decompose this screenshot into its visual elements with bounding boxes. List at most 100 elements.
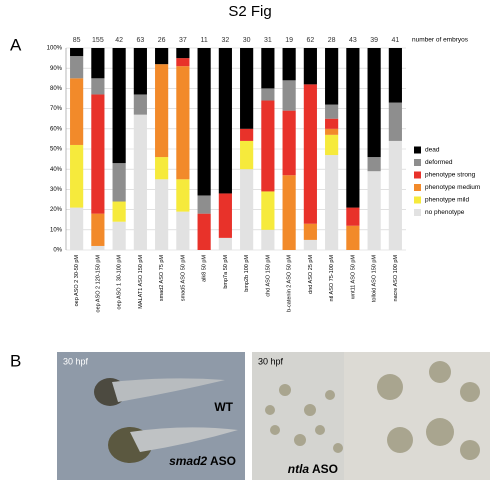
stage-label: 30 hpf: [258, 356, 284, 366]
legend-swatch: [414, 184, 421, 191]
bar-segment: [218, 193, 232, 238]
bar-segment: [197, 48, 211, 196]
bar-segment: [303, 223, 317, 240]
legend-label: deformed: [425, 159, 453, 166]
bar-segment: [346, 48, 360, 208]
bar-segment: [282, 48, 296, 81]
photo-label: WT: [214, 400, 233, 414]
y-tick-label: 30%: [50, 187, 63, 193]
legend-label: phenotype medium: [425, 184, 480, 191]
x-tick-label: smad2 ASO 75 pM: [159, 255, 165, 302]
x-tick-label: dnd ASO 25 pM: [308, 255, 314, 294]
x-tick-label: oep ASO 2 30-50 pM: [74, 255, 80, 307]
bar-segment: [261, 48, 275, 89]
legend-swatch: [414, 196, 421, 204]
bar-segment: [282, 175, 296, 250]
bar-segment: [70, 144, 84, 208]
x-tick-label: oep ASO 1 30-100 pM: [117, 255, 123, 310]
bar-segment: [176, 66, 190, 180]
bar-segment: [133, 114, 147, 250]
bar-segment: [240, 140, 254, 170]
bar-segment: [91, 48, 105, 79]
embryo-count: 41: [391, 37, 399, 44]
bar-segment: [261, 229, 275, 250]
legend-swatch: [414, 171, 421, 179]
counts-label: number of embryos: [412, 37, 469, 44]
bar-segment: [133, 94, 147, 115]
embryo-count: 28: [328, 37, 336, 44]
y-tick-label: 90%: [50, 66, 63, 72]
legend-label: phenotype strong: [425, 172, 476, 179]
photo-right: 30 hpf ntla ASO: [252, 352, 490, 480]
legend-label: dead: [425, 147, 440, 154]
bar-segment: [282, 110, 296, 176]
y-tick-label: 70%: [50, 106, 63, 112]
stage-label: 30 hpf: [63, 356, 89, 366]
bar-segment: [218, 237, 232, 250]
x-tick-label: alk8 50 pM: [202, 255, 208, 282]
bar-segment: [155, 179, 169, 250]
figure-title: S2 Fig: [228, 3, 271, 20]
bar-segment: [155, 64, 169, 158]
bar-segment: [112, 221, 126, 250]
x-tick-label: chd ASO 150 pM: [265, 255, 271, 297]
photo-label: ntla ASO: [288, 462, 338, 476]
x-tick-label: nacre ASO 100 pM: [393, 255, 399, 302]
bar-segment: [176, 179, 190, 212]
bar-segment: [240, 48, 254, 129]
panel-label: B: [10, 351, 21, 370]
y-tick-label: 0%: [53, 248, 62, 254]
bar-segment: [346, 207, 360, 226]
x-tick-label: smad5 ASO 50 pM: [180, 255, 186, 302]
x-tick-label: b-catenin 2 ASO 50 pM: [287, 255, 293, 312]
legend-swatch: [414, 159, 421, 166]
bar-segment: [176, 211, 190, 250]
bar-segment: [112, 201, 126, 222]
bar-segment: [325, 128, 339, 135]
bar-segment: [70, 56, 84, 79]
y-tick-label: 20%: [50, 207, 63, 213]
bar-segment: [261, 191, 275, 230]
embryo-count: 62: [306, 37, 314, 44]
bar-segment: [325, 134, 339, 156]
bar-segment: [325, 155, 339, 250]
bar-segment: [91, 245, 105, 250]
x-tick-label: MALAT1 ASO 150 pM: [138, 255, 144, 309]
bar-segment: [261, 100, 275, 192]
bar-segment: [91, 213, 105, 246]
bar-segment: [91, 78, 105, 95]
bar-segment: [112, 163, 126, 202]
bar-segment: [367, 171, 381, 250]
embryo-count: 85: [73, 37, 81, 44]
bar-segment: [70, 48, 84, 57]
bar-segment: [346, 225, 360, 250]
bar-segment: [303, 239, 317, 250]
bar-segment: [325, 118, 339, 129]
x-tick-label: bmp2b 100 pM: [244, 255, 250, 292]
x-tick-label: ntl ASO 75-100 pM: [329, 255, 335, 302]
bar-segment: [388, 48, 402, 103]
bar-segment: [303, 48, 317, 85]
bar-segment: [112, 48, 126, 164]
bar-segment: [367, 157, 381, 172]
embryo-count: 39: [370, 37, 378, 44]
legend-label: phenotype mild: [425, 197, 469, 204]
bar-segment: [176, 58, 190, 67]
legend-swatch: [414, 146, 421, 154]
embryo-count: 30: [243, 37, 251, 44]
bar-segment: [325, 104, 339, 119]
embryo-count: 42: [115, 37, 123, 44]
photo-left: 30 hpf WT smad2 ASO: [57, 352, 245, 480]
embryo-count: 19: [285, 37, 293, 44]
bar-segment: [388, 140, 402, 250]
embryo-count: 43: [349, 37, 357, 44]
embryo-count: 26: [158, 37, 166, 44]
legend-swatch: [414, 209, 421, 216]
bar-segment: [176, 48, 190, 59]
bar-segment: [218, 48, 232, 194]
bar-segment: [197, 195, 211, 214]
bar-segment: [282, 80, 296, 111]
panel-label: A: [10, 35, 22, 54]
embryo-count: 37: [179, 37, 187, 44]
